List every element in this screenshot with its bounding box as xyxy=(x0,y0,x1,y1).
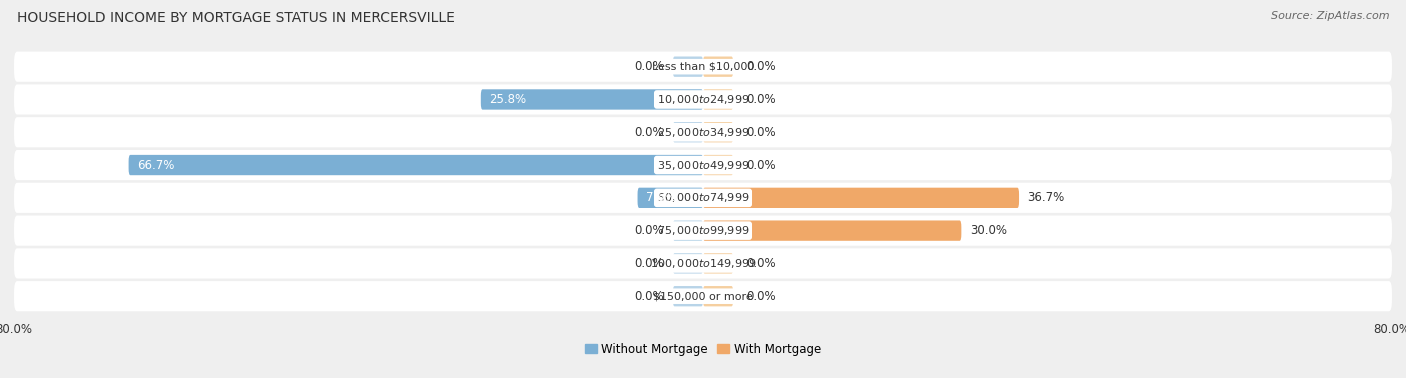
Text: $100,000 to $149,999: $100,000 to $149,999 xyxy=(650,257,756,270)
Text: $50,000 to $74,999: $50,000 to $74,999 xyxy=(657,191,749,204)
Text: 0.0%: 0.0% xyxy=(634,224,664,237)
FancyBboxPatch shape xyxy=(14,117,1392,147)
Text: 7.6%: 7.6% xyxy=(647,191,676,204)
Text: HOUSEHOLD INCOME BY MORTGAGE STATUS IN MERCERSVILLE: HOUSEHOLD INCOME BY MORTGAGE STATUS IN M… xyxy=(17,11,454,25)
FancyBboxPatch shape xyxy=(673,286,703,307)
FancyBboxPatch shape xyxy=(14,150,1392,180)
Text: $150,000 or more: $150,000 or more xyxy=(654,291,752,301)
Text: 36.7%: 36.7% xyxy=(1028,191,1064,204)
Text: $10,000 to $24,999: $10,000 to $24,999 xyxy=(657,93,749,106)
FancyBboxPatch shape xyxy=(703,286,733,307)
FancyBboxPatch shape xyxy=(14,248,1392,279)
FancyBboxPatch shape xyxy=(481,89,703,110)
Text: 25.8%: 25.8% xyxy=(489,93,527,106)
FancyBboxPatch shape xyxy=(703,155,733,175)
FancyBboxPatch shape xyxy=(14,84,1392,115)
FancyBboxPatch shape xyxy=(673,253,703,274)
Text: Source: ZipAtlas.com: Source: ZipAtlas.com xyxy=(1271,11,1389,21)
FancyBboxPatch shape xyxy=(703,220,962,241)
FancyBboxPatch shape xyxy=(703,56,733,77)
Text: 0.0%: 0.0% xyxy=(634,257,664,270)
Text: 0.0%: 0.0% xyxy=(747,257,776,270)
FancyBboxPatch shape xyxy=(703,89,733,110)
Text: 0.0%: 0.0% xyxy=(747,158,776,172)
FancyBboxPatch shape xyxy=(14,215,1392,246)
Text: 0.0%: 0.0% xyxy=(634,290,664,303)
Text: 30.0%: 30.0% xyxy=(970,224,1007,237)
FancyBboxPatch shape xyxy=(637,187,703,208)
Text: Less than $10,000: Less than $10,000 xyxy=(652,62,754,72)
Text: 0.0%: 0.0% xyxy=(747,93,776,106)
Text: 0.0%: 0.0% xyxy=(634,126,664,139)
FancyBboxPatch shape xyxy=(673,56,703,77)
FancyBboxPatch shape xyxy=(703,253,733,274)
FancyBboxPatch shape xyxy=(128,155,703,175)
FancyBboxPatch shape xyxy=(14,281,1392,311)
Text: 0.0%: 0.0% xyxy=(634,60,664,73)
FancyBboxPatch shape xyxy=(703,122,733,143)
Text: $75,000 to $99,999: $75,000 to $99,999 xyxy=(657,224,749,237)
FancyBboxPatch shape xyxy=(673,122,703,143)
Text: $25,000 to $34,999: $25,000 to $34,999 xyxy=(657,126,749,139)
FancyBboxPatch shape xyxy=(14,51,1392,82)
FancyBboxPatch shape xyxy=(14,183,1392,213)
Text: 66.7%: 66.7% xyxy=(138,158,174,172)
Text: $35,000 to $49,999: $35,000 to $49,999 xyxy=(657,158,749,172)
Legend: Without Mortgage, With Mortgage: Without Mortgage, With Mortgage xyxy=(581,338,825,361)
FancyBboxPatch shape xyxy=(703,187,1019,208)
FancyBboxPatch shape xyxy=(673,220,703,241)
Text: 0.0%: 0.0% xyxy=(747,290,776,303)
Text: 0.0%: 0.0% xyxy=(747,60,776,73)
Text: 0.0%: 0.0% xyxy=(747,126,776,139)
